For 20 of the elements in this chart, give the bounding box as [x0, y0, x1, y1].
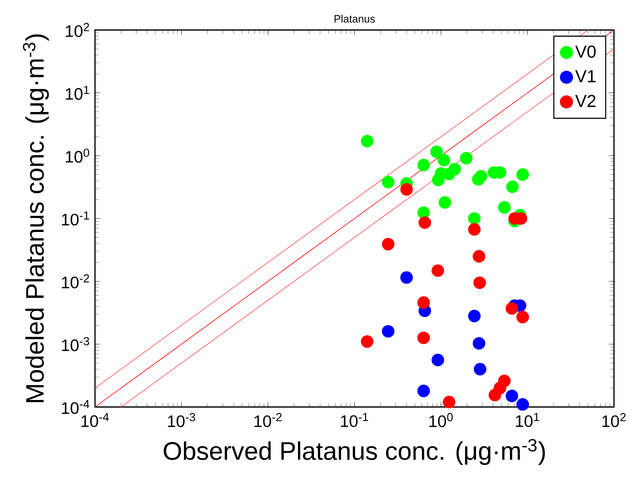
- x-tick-label: 10$^{-1}$: [340, 413, 368, 428]
- y-tick-label: 10$^{-1}$: [62, 211, 90, 226]
- legend-label: V2: [575, 94, 596, 107]
- x-tick-label: 10$^{2}$: [602, 413, 626, 428]
- chart-title: Platanus: [334, 14, 375, 23]
- legend-label: V1: [575, 70, 596, 82]
- y-tick-label: 10$^{-2}$: [62, 274, 90, 288]
- x-tick-label: 10$^{-3}$: [168, 413, 196, 428]
- x-tick-label: 10$^{0}$: [429, 413, 453, 428]
- y-tick-label: 10$^{-4}$: [62, 400, 90, 414]
- y-axis-title: Modeled Platanus conc. (μg·m$^{-3}$): [22, 34, 49, 402]
- x-tick-label: 10$^{1}$: [516, 413, 540, 428]
- x-axis-title: Observed Platanus conc. (μg·m$^{-3}$): [164, 438, 545, 465]
- legend-label: V0: [575, 46, 596, 58]
- y-tick-label: 10$^{1}$: [66, 86, 90, 100]
- y-tick-label: 10$^{0}$: [66, 148, 90, 163]
- x-tick-label: 10$^{-4}$: [81, 413, 109, 428]
- x-tick-label: 10$^{-2}$: [254, 413, 282, 428]
- y-tick-label: 10$^{-3}$: [62, 337, 90, 352]
- y-tick-label: 10$^{2}$: [66, 22, 90, 38]
